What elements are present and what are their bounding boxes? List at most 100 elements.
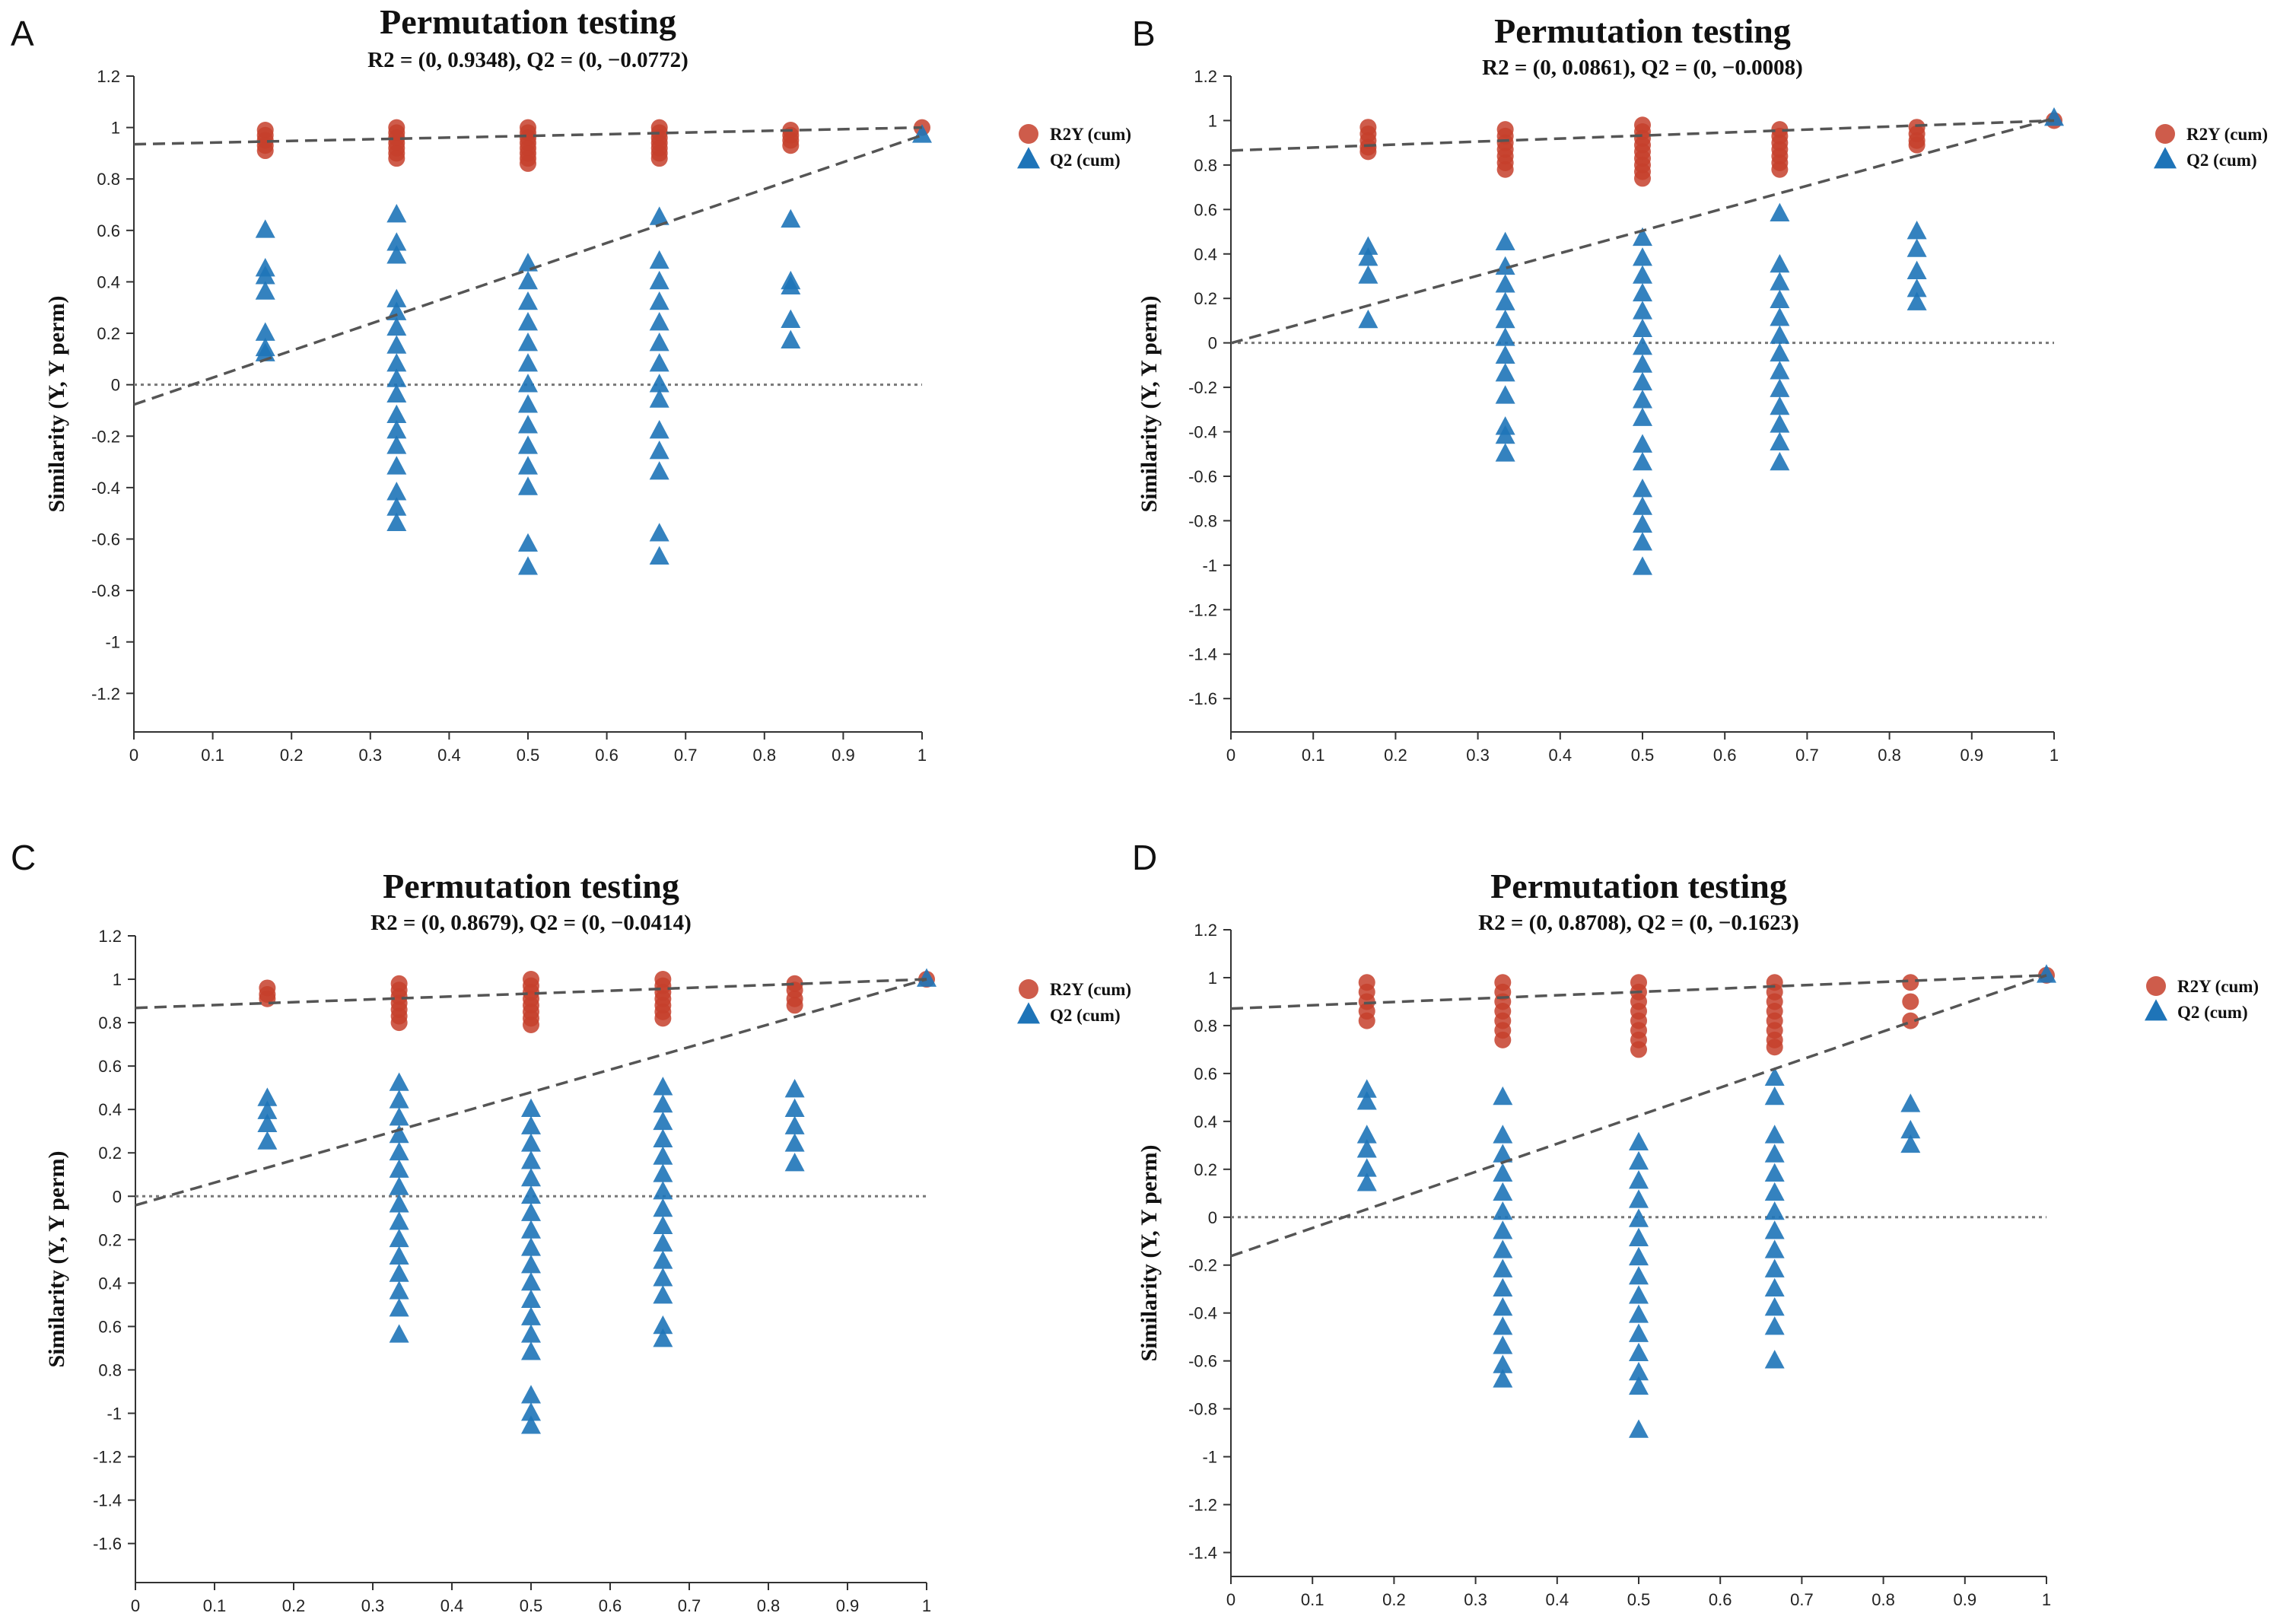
y-tick-label: -0.6 [1188, 1352, 1217, 1371]
q2-point [386, 419, 407, 439]
q2-point [649, 441, 669, 460]
q2-regression-line [1230, 974, 2047, 1258]
legend-q2-label: Q2 (cum) [1050, 1006, 1121, 1025]
q2-point [1629, 1246, 1649, 1266]
r2y-point [1902, 974, 1919, 991]
y-tick-label: -1.2 [93, 1448, 122, 1467]
q2-point [1358, 309, 1379, 329]
y-tick-label: 0.6 [97, 221, 120, 240]
x-tick-label: 0.4 [1546, 1590, 1569, 1609]
q2-point [1770, 289, 1790, 308]
y-tick-label: -1.4 [1188, 1544, 1217, 1563]
y-tick-label: -1.4 [93, 1491, 122, 1510]
q2-point [1629, 1265, 1649, 1285]
q2-point [521, 1385, 541, 1404]
q2-point [521, 1402, 541, 1421]
legend-q2-label: Q2 (cum) [2186, 151, 2257, 170]
q2-point [389, 1228, 409, 1248]
r2y-point [523, 1016, 539, 1033]
q2-point [653, 1315, 673, 1335]
q2-point [1358, 247, 1379, 266]
q2-point [1906, 291, 1927, 310]
q2-point [653, 1093, 673, 1113]
q2-point [386, 368, 407, 387]
q2-point [389, 1107, 409, 1126]
q2-point [255, 281, 275, 300]
y-tick-label: 0.6 [1194, 1064, 1217, 1083]
y-tick-label: -1.6 [1188, 689, 1217, 708]
y-tick-label: -0.4 [1188, 1304, 1217, 1323]
q2-point [257, 1113, 278, 1132]
x-tick-label: 0 [129, 746, 138, 765]
q2-point [521, 1271, 541, 1291]
r2y-point [650, 150, 668, 167]
x-tick-label: 0.7 [678, 1596, 701, 1613]
x-tick-label: 0.6 [1713, 746, 1737, 765]
r2y-point [256, 142, 274, 160]
y-tick-label: -0.2 [1188, 1256, 1217, 1275]
legend-q2-marker [2154, 147, 2177, 169]
y-tick-label: 0.8 [1194, 156, 1217, 175]
q2-point [521, 1098, 541, 1118]
q2-point [518, 270, 538, 290]
y-tick-label: 0 [1208, 1208, 1217, 1227]
y-tick-label: 0.8 [98, 1013, 122, 1032]
q2-point [386, 353, 407, 372]
q2-point [649, 546, 669, 565]
q2-point [257, 1100, 278, 1119]
r2y-point [1771, 161, 1789, 178]
x-tick-label: 0.4 [1549, 746, 1573, 765]
q2-point [255, 266, 275, 285]
q2-point [649, 270, 669, 290]
q2-point [1764, 1239, 1785, 1258]
panel-letter: D [1132, 838, 1157, 877]
q2-point [1770, 361, 1790, 380]
q2-point [386, 288, 407, 307]
q2-point [1633, 478, 1652, 498]
x-tick-label: 0.8 [1871, 1590, 1895, 1609]
r2y-point [1766, 1039, 1783, 1056]
q2-point [389, 1194, 409, 1213]
q2-point [1495, 274, 1515, 293]
q2-point [649, 461, 669, 480]
q2-point [1493, 1296, 1513, 1316]
q2-point [389, 1072, 409, 1091]
q2-point [518, 332, 538, 352]
q2-point [518, 435, 538, 454]
q2-point [1493, 1201, 1513, 1220]
r2y-point [1359, 143, 1377, 161]
chart-subtitle: R2 = (0, 0.8708), Q2 = (0, −0.1623) [1478, 911, 1799, 935]
q2-point [521, 1289, 541, 1309]
q2-point [518, 353, 538, 372]
q2-point [1770, 342, 1790, 362]
q2-point [1770, 431, 1790, 450]
legend-q2-marker [2145, 999, 2167, 1021]
y-tick-label: 1 [113, 970, 122, 989]
y-tick-label: -1 [1202, 556, 1217, 575]
q2-point [1495, 309, 1515, 329]
y-tick-label: -1 [105, 633, 120, 652]
legend-q2-marker [1017, 1002, 1040, 1024]
panel-letter: B [1132, 14, 1156, 53]
y-tick-label: -0.8 [91, 581, 120, 600]
y-tick-label: 0.8 [98, 1360, 122, 1379]
q2-point [1764, 1067, 1785, 1086]
x-tick-label: 0.6 [1709, 1590, 1732, 1609]
x-tick-label: 0.8 [757, 1596, 781, 1613]
q2-point [1900, 1134, 1921, 1153]
q2-point [653, 1146, 673, 1165]
q2-point [386, 482, 407, 501]
y-tick-label: -0.2 [91, 427, 120, 446]
q2-point [521, 1306, 541, 1325]
q2-point [1900, 1119, 1921, 1139]
q2-point [1495, 291, 1515, 310]
panel-b: B Permutation testing R2 = (0, 0.0861), Q2… [1132, 11, 2268, 765]
y-tick-label: -0.8 [1188, 1400, 1217, 1419]
q2-point [255, 322, 275, 341]
q2-point [386, 512, 407, 532]
q2-point [653, 1111, 673, 1131]
r2y-point [520, 154, 536, 172]
chart-title: Permutation testing [383, 867, 679, 905]
q2-point [1495, 363, 1515, 382]
q2-point [649, 353, 669, 372]
